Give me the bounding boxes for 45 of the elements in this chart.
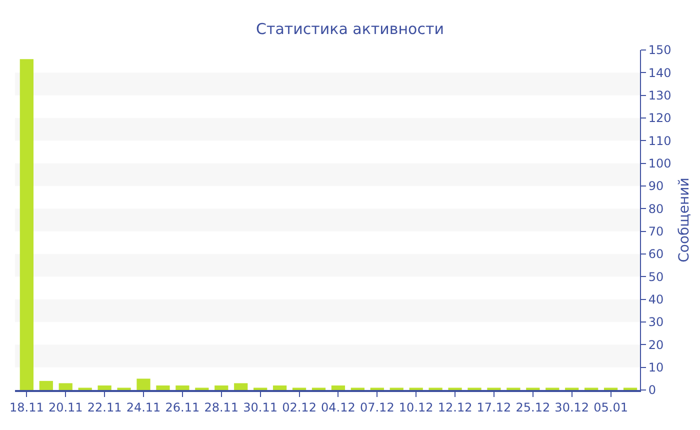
bar xyxy=(20,59,34,390)
x-tick-label: 05.01 xyxy=(594,400,628,414)
x-tick-label: 30.12 xyxy=(554,400,590,414)
x-tick-label: 04.12 xyxy=(321,400,356,414)
x-tick-label: 24.11 xyxy=(126,400,161,414)
y-tick-label: 20 xyxy=(648,338,664,352)
x-tick-label: 07.12 xyxy=(360,400,394,414)
x-tick-label: 10.12 xyxy=(398,400,434,414)
y-tick-label: 70 xyxy=(648,224,664,239)
bar xyxy=(234,383,248,390)
y-tick-label: 140 xyxy=(648,66,672,80)
x-tick-label: 26.11 xyxy=(165,400,200,414)
x-tick-label: 17.12 xyxy=(476,400,512,414)
chart-title: Статистика активности xyxy=(256,20,444,38)
x-tick-label: 12.12 xyxy=(438,400,472,414)
y-axis-title: Сообщений xyxy=(676,178,693,262)
x-tick-label: 30.11 xyxy=(243,400,278,414)
bar xyxy=(39,380,53,390)
x-tick-label: 28.11 xyxy=(204,400,239,414)
bar xyxy=(58,383,72,390)
y-tick-label: 110 xyxy=(648,134,672,148)
y-tick-label: 150 xyxy=(648,43,672,58)
y-tick-label: 100 xyxy=(648,156,672,171)
x-tick-label: 18.11 xyxy=(10,400,44,414)
bar xyxy=(331,385,346,390)
y-tick-label: 50 xyxy=(648,270,664,284)
y-tick-label: 120 xyxy=(648,111,672,126)
y-tick-label: 40 xyxy=(648,292,664,307)
bar xyxy=(98,385,112,390)
bar xyxy=(214,385,228,390)
x-tick-label: 25.12 xyxy=(516,400,550,414)
y-tick-label: 10 xyxy=(648,360,664,375)
x-tick-label: 02.12 xyxy=(282,400,316,414)
y-tick-label: 30 xyxy=(648,315,664,330)
y-tick-label: 130 xyxy=(648,88,672,103)
y-tick-label: 0 xyxy=(648,383,656,398)
x-tick-label: 22.11 xyxy=(87,400,122,414)
y-tick-label: 60 xyxy=(648,247,664,262)
x-tick-label: 20.11 xyxy=(48,400,83,414)
bar xyxy=(176,385,190,390)
bar xyxy=(272,385,287,390)
y-tick-label: 80 xyxy=(648,202,664,216)
bar xyxy=(156,385,170,390)
y-tick-label: 90 xyxy=(648,179,664,194)
bar xyxy=(136,378,150,390)
